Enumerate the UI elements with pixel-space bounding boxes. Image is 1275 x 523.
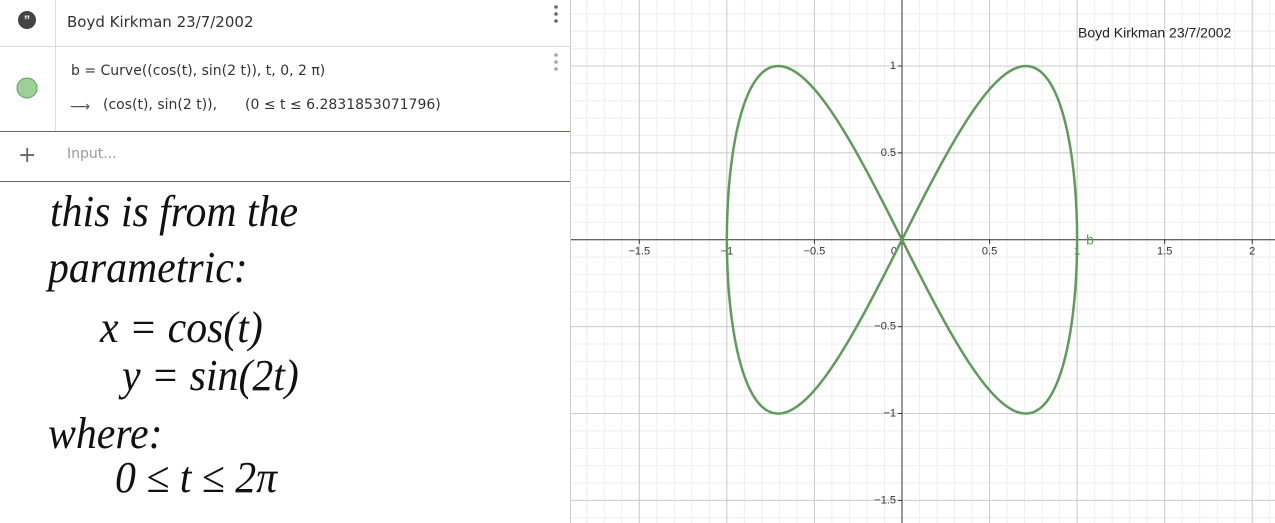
- arrow: ⟶: [70, 99, 91, 115]
- handwriting: parametric:: [48, 243, 248, 292]
- y-tick-label: 0.5: [881, 147, 896, 159]
- menu-dots[interactable]: [552, 52, 560, 72]
- input-bar[interactable]: Input...: [67, 146, 117, 162]
- svg-text:”: ”: [24, 12, 31, 27]
- handwriting: x = cos(t): [100, 303, 263, 352]
- handwriting: 0 ≤ t ≤ 2π: [115, 453, 278, 502]
- x-tick-label: −0.5: [804, 246, 826, 258]
- add-button[interactable]: +: [18, 143, 37, 168]
- x-tick-label: 0: [891, 246, 897, 258]
- y-tick-label: −1.5: [874, 494, 896, 506]
- separator: [55, 0, 56, 132]
- curve-b: [725, 64, 1079, 415]
- visibility-toggle[interactable]: [16, 77, 38, 99]
- text-icon[interactable]: ”: [17, 10, 37, 30]
- algebra-panel: ” Boyd Kirkman 23/7/2002 b = Curve((cos(…: [0, 0, 570, 523]
- output-range: (0 ≤ t ≤ 6.2831853071796): [245, 97, 441, 113]
- separator: [0, 181, 570, 182]
- definition[interactable]: b = Curve((cos(t), sin(2 t)), t, 0, 2 π): [71, 63, 326, 79]
- y-tick-label: 1: [890, 60, 896, 72]
- x-tick-label: −1.5: [628, 246, 650, 258]
- divider: [570, 0, 571, 523]
- x-tick-label: 2: [1249, 246, 1255, 258]
- separator: [0, 131, 570, 132]
- x-tick-label: 0.5: [982, 246, 997, 258]
- menu-dots[interactable]: [552, 4, 560, 24]
- handwriting: y = sin(2t): [122, 351, 299, 400]
- curve-label: b: [1086, 231, 1094, 247]
- x-tick-label: 1.5: [1157, 246, 1172, 258]
- note-text[interactable]: Boyd Kirkman 23/7/2002: [67, 13, 254, 31]
- separator: [0, 46, 570, 47]
- handwriting: this is from the: [50, 187, 299, 236]
- y-tick-label: −0.5: [874, 321, 896, 333]
- handwriting: where:: [48, 409, 163, 458]
- output: (cos(t), sin(2 t)),: [103, 97, 218, 113]
- y-tick-label: −1: [883, 407, 896, 419]
- text-label: Boyd Kirkman 23/7/2002: [1078, 25, 1232, 41]
